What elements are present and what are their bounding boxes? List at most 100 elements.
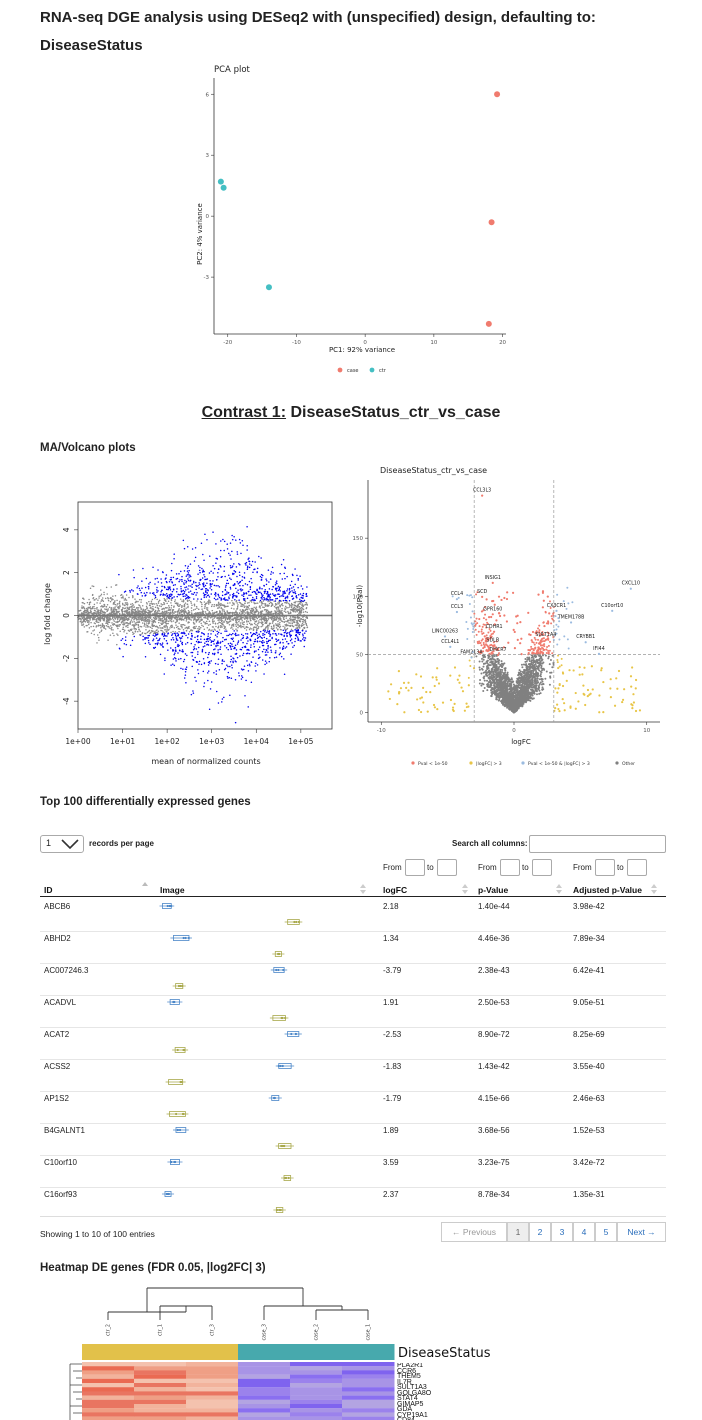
ma-point — [273, 600, 275, 602]
ma-point — [243, 604, 245, 606]
ma-point — [209, 623, 211, 626]
ma-point — [193, 603, 196, 606]
ma-point — [151, 598, 154, 601]
ma-point-significant — [196, 638, 199, 641]
volcano-title: DiseaseStatus_ctr_vs_case — [380, 466, 487, 475]
ma-point-significant — [232, 661, 234, 664]
ma-point — [154, 630, 156, 633]
ma-point-significant — [226, 664, 228, 666]
ma-point — [281, 607, 283, 610]
ma-point-significant — [275, 650, 277, 652]
ma-point-significant — [201, 588, 204, 590]
ma-point — [166, 625, 168, 628]
ma-point-significant — [215, 562, 217, 564]
ma-point — [187, 626, 189, 629]
ma-point — [169, 625, 172, 627]
ma-point-significant — [229, 665, 231, 668]
ma-point-significant — [278, 599, 281, 602]
ma-point-significant — [168, 597, 170, 599]
ma-point-significant — [202, 645, 205, 648]
ma-point — [124, 607, 127, 609]
ma-point-significant — [140, 591, 143, 594]
ma-point — [120, 618, 122, 620]
ma-point — [80, 613, 83, 616]
ma-point-significant — [155, 637, 158, 639]
ma-point-significant — [265, 637, 268, 640]
ma-point — [97, 625, 99, 627]
ma-point — [93, 633, 95, 636]
ma-point-significant — [266, 591, 269, 593]
ma-point — [207, 624, 210, 626]
ma-point — [110, 606, 113, 609]
ma-point-significant — [197, 646, 200, 649]
ma-point — [196, 600, 198, 602]
ma-point — [275, 627, 278, 629]
ma-point-significant — [241, 579, 243, 581]
ma-point-significant — [138, 587, 141, 590]
ma-point — [178, 622, 180, 624]
ma-point-significant — [175, 578, 178, 580]
ma-point — [271, 603, 274, 605]
ma-point — [296, 624, 298, 626]
ma-point — [126, 619, 129, 622]
ma-point — [83, 598, 85, 600]
ma-point — [198, 628, 201, 631]
ma-point — [202, 613, 205, 616]
ma-point — [205, 612, 207, 615]
ma-point-significant — [215, 645, 217, 648]
ma-point-significant — [159, 637, 161, 640]
ma-point-significant — [243, 646, 246, 648]
ma-point — [180, 624, 182, 626]
ma-point — [100, 627, 102, 629]
ma-point — [124, 602, 127, 604]
ma-point-significant — [123, 591, 126, 593]
ma-point — [270, 610, 273, 613]
ma-point — [296, 606, 298, 608]
ma-point — [261, 613, 263, 615]
ma-point-significant — [167, 649, 169, 651]
ma-point — [165, 617, 168, 620]
ma-point — [145, 601, 148, 604]
ma-point — [194, 627, 197, 629]
ma-point — [88, 603, 91, 606]
ma-point — [121, 602, 124, 605]
ma-point-significant — [254, 561, 256, 563]
ma-point-significant — [209, 639, 211, 641]
ma-point-significant — [193, 581, 195, 584]
volcano-point — [518, 669, 521, 672]
ma-point — [303, 627, 306, 630]
ma-point — [120, 597, 123, 599]
ma-point-significant — [264, 589, 266, 591]
ma-point-significant — [182, 595, 185, 598]
ma-point — [106, 616, 108, 618]
ma-point-significant — [195, 588, 197, 591]
ma-point — [282, 604, 284, 607]
ma-point-significant — [160, 593, 162, 596]
ma-point-significant — [190, 638, 192, 640]
ma-point — [175, 602, 178, 605]
ma-point — [115, 621, 117, 623]
ma-point — [105, 619, 108, 622]
ma-point — [138, 604, 141, 607]
ma-point — [281, 603, 284, 605]
ma-point — [278, 601, 281, 604]
ma-point-significant — [124, 636, 127, 638]
ma-point-significant — [183, 592, 185, 594]
ma-point-significant — [302, 592, 305, 595]
ma-point-significant — [133, 635, 136, 638]
pca-y-tick-label: 3 — [206, 153, 210, 159]
ma-point-significant — [235, 653, 238, 655]
ma-point-significant — [147, 588, 150, 590]
ma-point — [197, 630, 199, 632]
ma-point-significant — [221, 698, 224, 700]
ma-point — [296, 620, 298, 622]
ma-point-significant — [306, 586, 308, 588]
ma-point-significant — [227, 648, 229, 651]
ma-point-significant — [292, 646, 294, 648]
volcano-point — [466, 637, 469, 640]
ma-point-significant — [155, 589, 158, 591]
ma-point — [221, 610, 224, 612]
ma-point — [253, 616, 256, 619]
ma-point — [135, 600, 137, 602]
ma-point-significant — [217, 663, 219, 665]
